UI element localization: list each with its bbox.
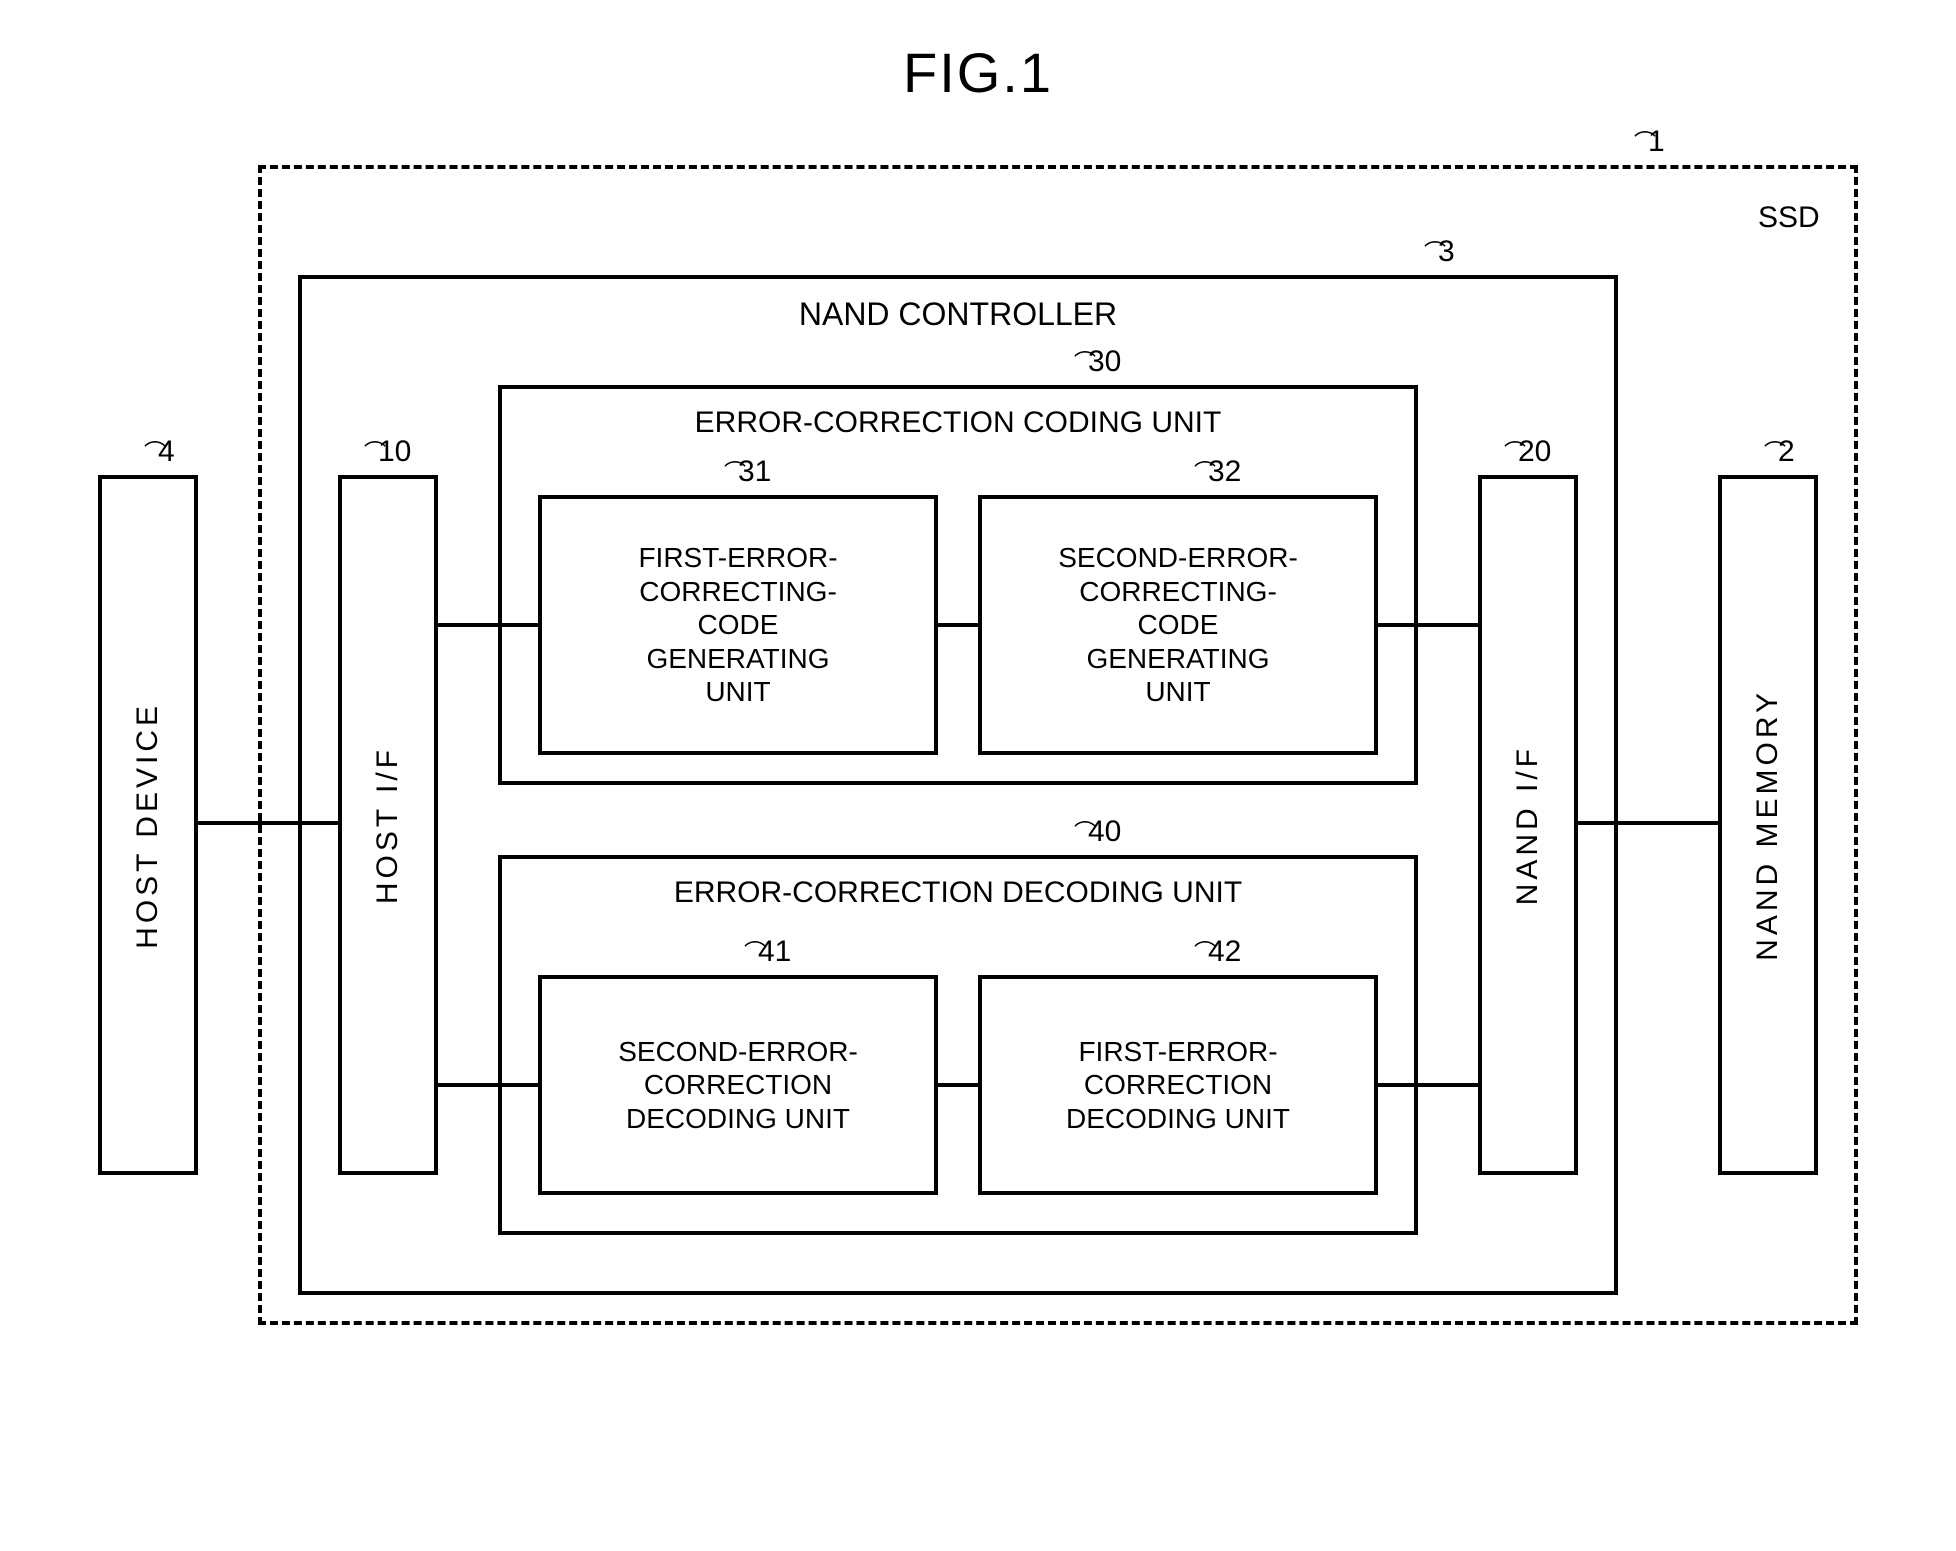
- host-if-box: HOST I/F: [338, 475, 438, 1175]
- connector: [1418, 1083, 1478, 1087]
- second-dec-box: SECOND-ERROR- CORRECTION DECODING UNIT: [538, 975, 938, 1195]
- ssd-ref: ⌒ 1: [1648, 125, 1665, 159]
- coding-unit-label: ERROR-CORRECTION CODING UNIT: [598, 405, 1318, 441]
- second-dec-label: SECOND-ERROR- CORRECTION DECODING UNIT: [618, 1035, 858, 1136]
- ref-mark-icon: ⌒: [744, 935, 766, 967]
- first-gen-box: FIRST-ERROR- CORRECTING- CODE GENERATING…: [538, 495, 938, 755]
- ref-mark-icon: ⌒: [1424, 235, 1446, 267]
- ref-mark-icon: ⌒: [144, 435, 166, 467]
- first-dec-label: FIRST-ERROR- CORRECTION DECODING UNIT: [1066, 1035, 1290, 1136]
- decoding-unit-ref: ⌒ 40: [1088, 815, 1121, 849]
- ref-mark-icon: ⌒: [1074, 345, 1096, 377]
- host-device-label: HOST DEVICE: [131, 702, 165, 949]
- ref-mark-icon: ⌒: [1194, 935, 1216, 967]
- host-device-box: HOST DEVICE: [98, 475, 198, 1175]
- connector: [1578, 821, 1718, 825]
- decoding-unit-label: ERROR-CORRECTION DECODING UNIT: [578, 875, 1338, 911]
- connector: [502, 1083, 538, 1087]
- connector: [1418, 623, 1478, 627]
- ref-mark-icon: ⌒: [1194, 455, 1216, 487]
- ref-mark-icon: ⌒: [364, 435, 386, 467]
- host-device-ref: ⌒ 4: [158, 435, 175, 469]
- connector: [438, 623, 498, 627]
- nand-memory-ref: ⌒ 2: [1778, 435, 1795, 469]
- first-gen-ref: ⌒ 31: [738, 455, 771, 489]
- ref-mark-icon: ⌒: [1504, 435, 1526, 467]
- nand-controller-label: NAND CONTROLLER: [678, 295, 1238, 333]
- second-gen-box: SECOND-ERROR- CORRECTING- CODE GENERATIN…: [978, 495, 1378, 755]
- connector: [1378, 623, 1418, 627]
- first-gen-label: FIRST-ERROR- CORRECTING- CODE GENERATING…: [638, 541, 837, 709]
- first-dec-box: FIRST-ERROR- CORRECTION DECODING UNIT: [978, 975, 1378, 1195]
- ref-mark-icon: ⌒: [1764, 435, 1786, 467]
- connector: [938, 623, 978, 627]
- nand-if-box: NAND I/F: [1478, 475, 1578, 1175]
- coding-unit-ref: ⌒ 30: [1088, 345, 1121, 379]
- nand-memory-box: NAND MEMORY: [1718, 475, 1818, 1175]
- connector: [938, 1083, 978, 1087]
- host-if-ref: ⌒ 10: [378, 435, 411, 469]
- ssd-label: SSD: [1758, 200, 1820, 236]
- connector: [1378, 1083, 1418, 1087]
- figure-title: FIG.1: [903, 40, 1053, 105]
- first-dec-ref: ⌒ 42: [1208, 935, 1241, 969]
- second-dec-ref: ⌒ 41: [758, 935, 791, 969]
- diagram: ⌒ 1 SSD HOST DEVICE ⌒ 4 ⌒ 3 NAND CONTROL…: [78, 135, 1878, 1335]
- nand-if-ref: ⌒ 20: [1518, 435, 1551, 469]
- ref-mark-icon: ⌒: [724, 455, 746, 487]
- connector: [502, 623, 538, 627]
- nand-controller-ref: ⌒ 3: [1438, 235, 1455, 269]
- nand-memory-label: NAND MEMORY: [1751, 689, 1785, 961]
- nand-if-label: NAND I/F: [1511, 745, 1545, 905]
- second-gen-ref: ⌒ 32: [1208, 455, 1241, 489]
- host-if-label: HOST I/F: [371, 746, 405, 904]
- ref-mark-icon: ⌒: [1074, 815, 1096, 847]
- ref-mark-icon: ⌒: [1634, 125, 1656, 157]
- second-gen-label: SECOND-ERROR- CORRECTING- CODE GENERATIN…: [1058, 541, 1298, 709]
- connector: [198, 821, 338, 825]
- connector: [438, 1083, 498, 1087]
